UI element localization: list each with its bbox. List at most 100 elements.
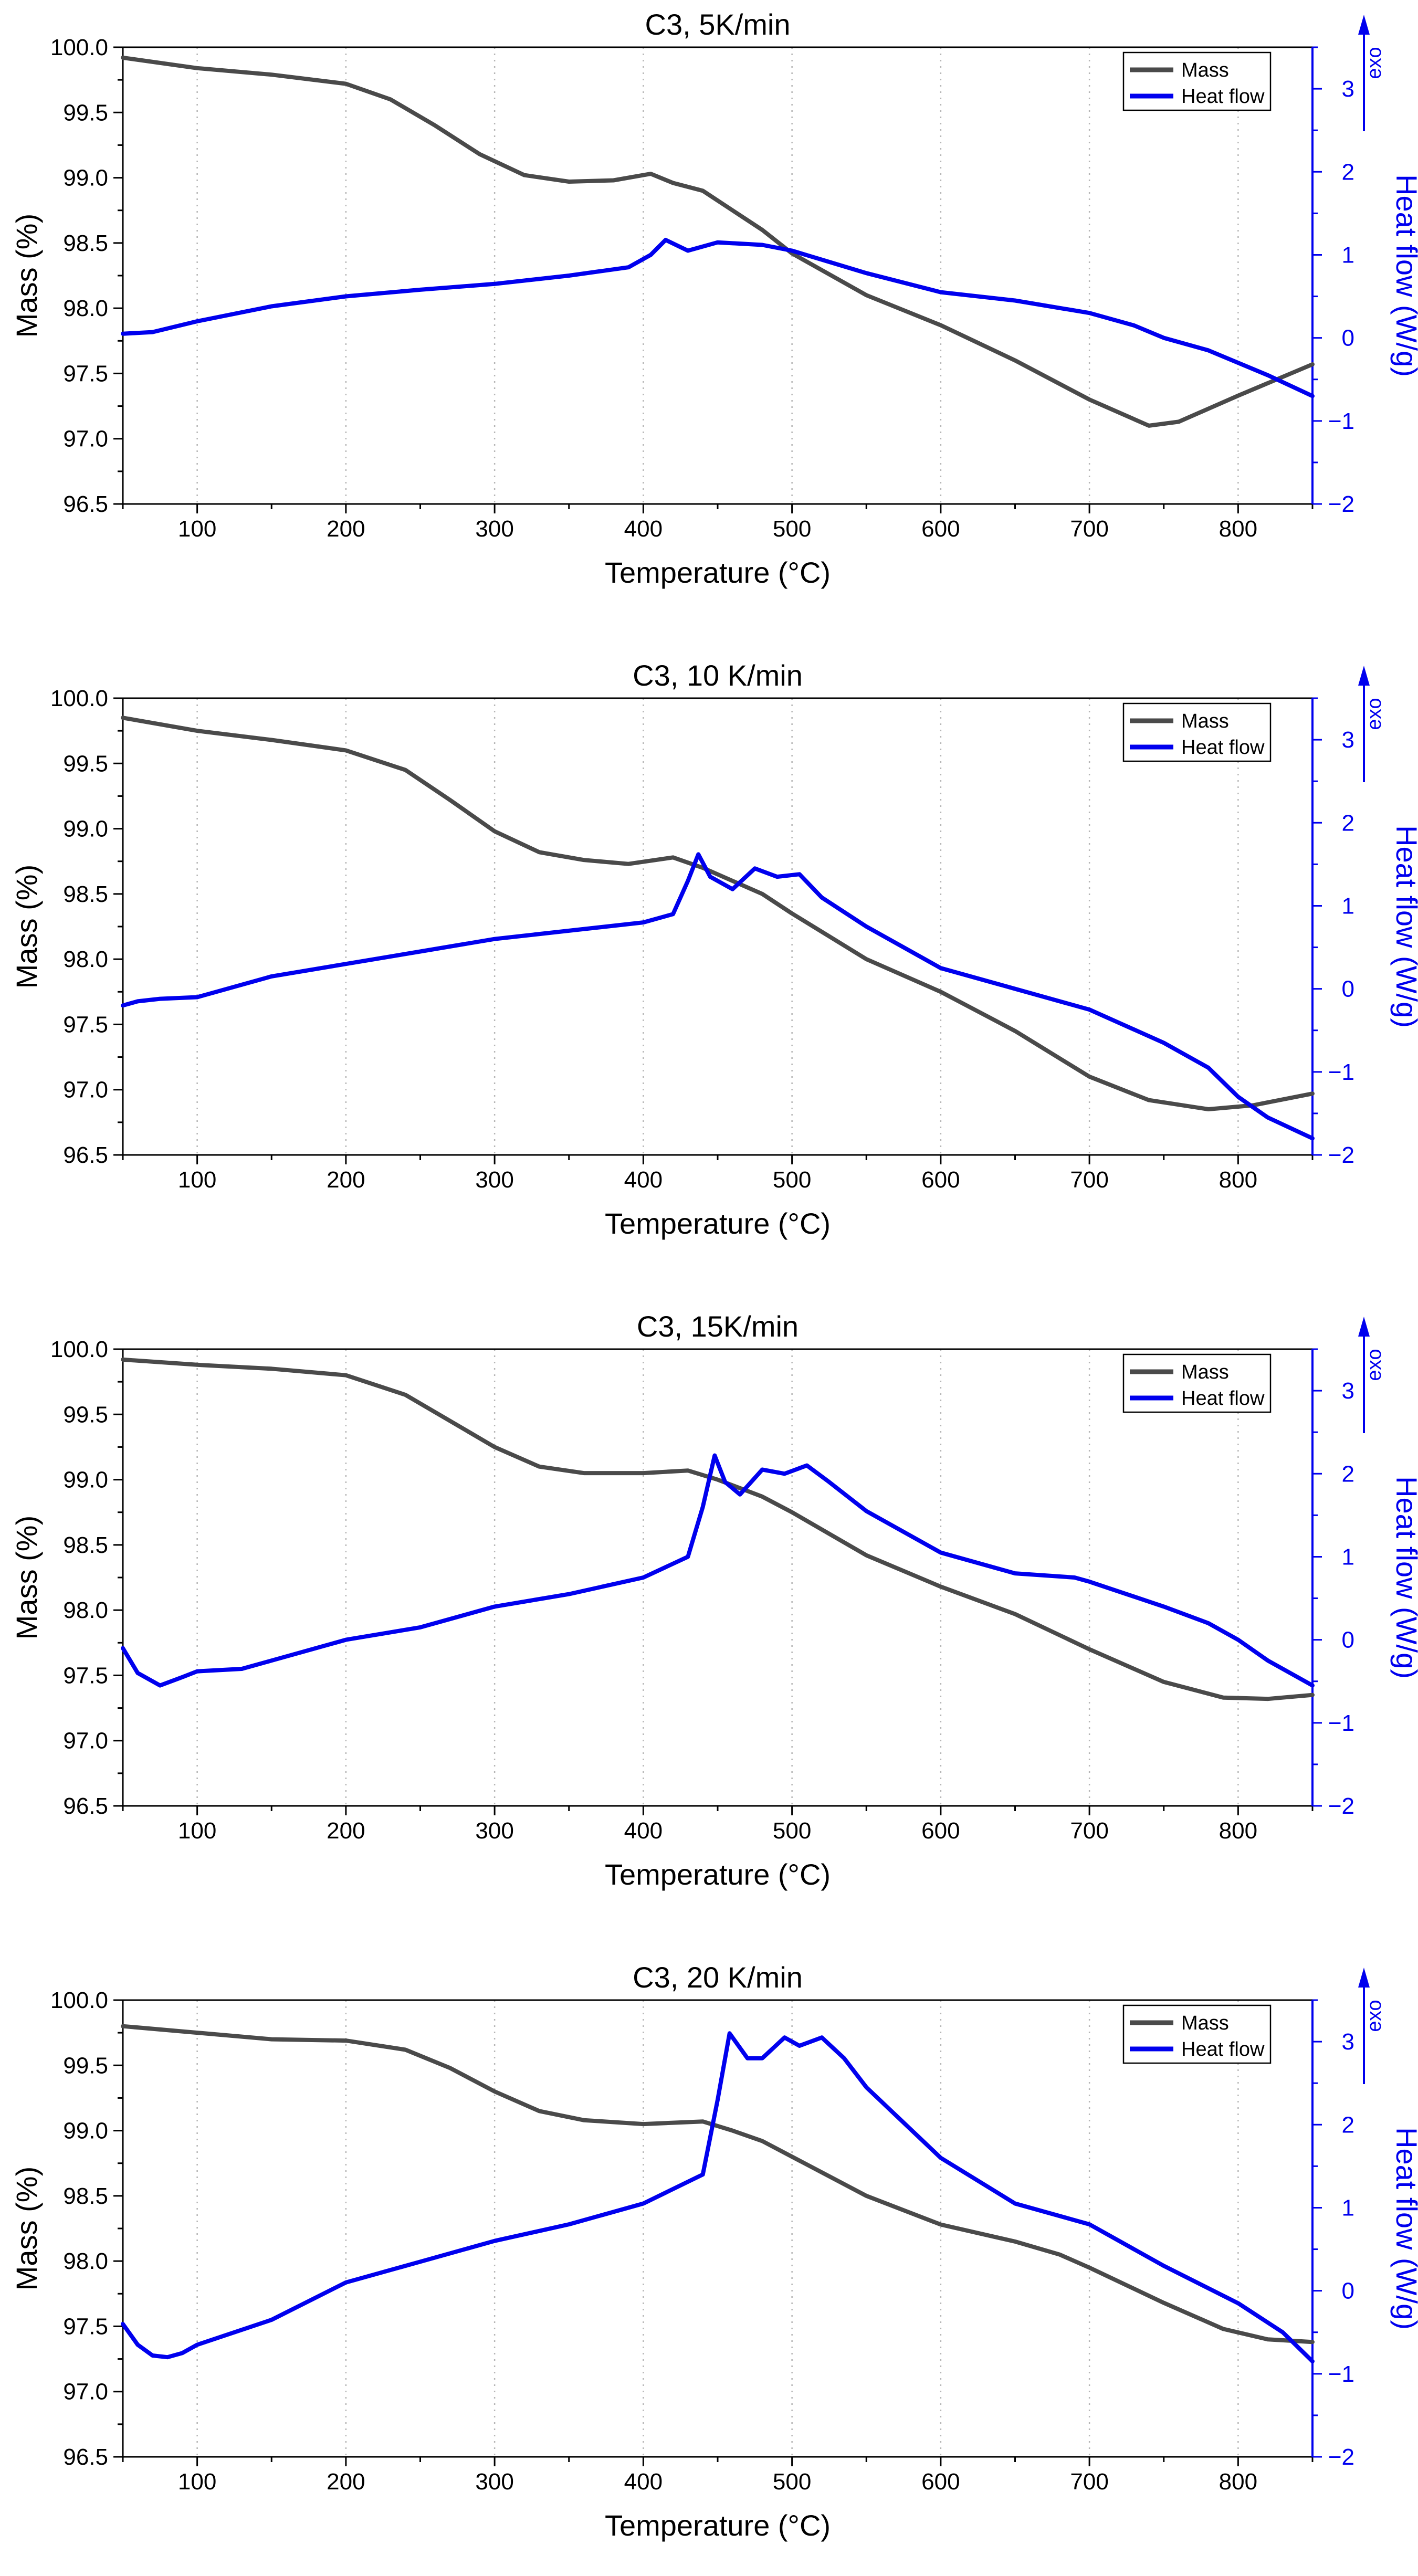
x-tick-label: 700 xyxy=(1070,2469,1108,2495)
chart-panel-3: 100 200 300 400 500 600 700 800 96.5 97.0 97.5 98.0… xyxy=(10,1310,1418,1891)
y2-tick-label: −2 xyxy=(1328,2444,1354,2470)
y2-tick-label: 1 xyxy=(1342,2195,1354,2221)
x-axis-label: Temperature (°C) xyxy=(605,1207,831,1240)
series-line-mass xyxy=(121,1357,1315,1701)
y-tick-label: 96.5 xyxy=(63,1142,108,1168)
exo-arrow-head xyxy=(1358,15,1370,35)
legend-label: Mass xyxy=(1181,2012,1229,2034)
y-tick-label: 99.0 xyxy=(63,165,108,191)
x-tick-label: 400 xyxy=(624,1818,663,1844)
legend-label: Mass xyxy=(1181,710,1229,732)
x-tick-label: 800 xyxy=(1219,1167,1257,1193)
exo-label: exo xyxy=(1363,1349,1385,1381)
y2-axis-label: Heat flow (W/g) xyxy=(1390,1476,1418,1679)
x-tick-label: 600 xyxy=(921,2469,960,2495)
y-tick-label: 97.5 xyxy=(63,2314,108,2339)
x-tick-label: 600 xyxy=(921,516,960,542)
y-tick-label: 98.0 xyxy=(63,947,108,972)
series-line-heat-flow xyxy=(121,1453,1315,1688)
y-tick-label: 98.5 xyxy=(63,230,108,256)
series-line-heat-flow xyxy=(121,852,1315,1141)
legend-label: Heat flow xyxy=(1181,737,1265,759)
series-line-mass xyxy=(121,55,1315,428)
y2-tick-label: 0 xyxy=(1342,2278,1354,2304)
y2-tick-label: 3 xyxy=(1342,76,1354,102)
x-axis-label: Temperature (°C) xyxy=(605,1858,831,1891)
legend-box xyxy=(1122,702,1272,762)
y-axis-label: Mass (%) xyxy=(10,214,43,338)
exo-label: exo xyxy=(1363,2000,1385,2032)
exo-arrow-head xyxy=(1358,666,1370,686)
y-tick-label: 97.0 xyxy=(63,1077,108,1103)
y2-tick-label: −1 xyxy=(1328,2361,1354,2387)
y-tick-label: 99.0 xyxy=(63,2118,108,2144)
y2-tick-label: 1 xyxy=(1342,1544,1354,1570)
y2-axis-label: Heat flow (W/g) xyxy=(1390,174,1418,377)
x-tick-label: 300 xyxy=(475,516,513,542)
x-tick-label: 200 xyxy=(327,516,365,542)
y2-tick-label: 3 xyxy=(1342,1378,1354,1404)
series-line-heat-flow xyxy=(121,238,1315,398)
x-tick-label: 600 xyxy=(921,1167,960,1193)
y-axis-label: Mass (%) xyxy=(10,865,43,989)
x-tick-label: 100 xyxy=(178,1167,216,1193)
chart-title: C3, 20 K/min xyxy=(633,1961,803,1994)
y-axis-label: Mass (%) xyxy=(10,2167,43,2290)
x-tick-label: 800 xyxy=(1219,516,1257,542)
y-tick-label: 96.5 xyxy=(63,1793,108,1819)
x-tick-label: 700 xyxy=(1070,1818,1108,1844)
x-tick-label: 100 xyxy=(178,1818,216,1844)
chart-title: C3, 5K/min xyxy=(645,8,791,41)
y-tick-label: 98.0 xyxy=(63,296,108,321)
legend-label: Heat flow xyxy=(1181,2038,1265,2060)
chart-panel-2: 100 200 300 400 500 600 700 800 96.5 97.0 97.5 98.0… xyxy=(10,659,1418,1240)
series-line-mass xyxy=(121,2024,1315,2344)
y2-tick-label: 3 xyxy=(1342,2029,1354,2055)
legend-box xyxy=(1122,1353,1272,1413)
y-tick-label: 98.5 xyxy=(63,881,108,907)
chart-panel-1: 100 200 300 400 500 600 700 800 96.5 97.0 97.5 98.0… xyxy=(10,8,1418,589)
y2-tick-label: 0 xyxy=(1342,325,1354,351)
legend-label: Heat flow xyxy=(1181,1387,1265,1410)
y-tick-label: 99.5 xyxy=(63,751,108,776)
x-tick-label: 500 xyxy=(773,1167,811,1193)
series-line-mass xyxy=(121,716,1315,1111)
y-tick-label: 100.0 xyxy=(50,686,108,711)
exo-label: exo xyxy=(1363,47,1385,79)
y2-tick-label: 2 xyxy=(1342,810,1354,836)
y-tick-label: 99.5 xyxy=(63,2053,108,2078)
x-tick-label: 100 xyxy=(178,516,216,542)
x-axis-label: Temperature (°C) xyxy=(605,2509,831,2542)
chart-title: C3, 10 K/min xyxy=(633,659,803,692)
x-tick-label: 300 xyxy=(475,1167,513,1193)
x-tick-label: 400 xyxy=(624,2469,663,2495)
y-tick-label: 97.5 xyxy=(63,361,108,386)
y-tick-label: 98.0 xyxy=(63,1597,108,1623)
y-tick-label: 96.5 xyxy=(63,491,108,517)
y-tick-label: 96.5 xyxy=(63,2444,108,2470)
x-tick-label: 300 xyxy=(475,1818,513,1844)
legend-label: Mass xyxy=(1181,59,1229,81)
x-tick-label: 400 xyxy=(624,1167,663,1193)
x-tick-label: 800 xyxy=(1219,1818,1257,1844)
y-axis-label: Mass (%) xyxy=(10,1516,43,1639)
y2-tick-label: −1 xyxy=(1328,408,1354,434)
x-tick-label: 200 xyxy=(327,2469,365,2495)
y-tick-label: 99.5 xyxy=(63,100,108,125)
y-tick-label: 100.0 xyxy=(50,1988,108,2013)
x-tick-label: 500 xyxy=(773,2469,811,2495)
y-tick-label: 97.5 xyxy=(63,1663,108,1688)
x-tick-label: 100 xyxy=(178,2469,216,2495)
chart-panel-4: 100 200 300 400 500 600 700 800 96.5 97.0 97.5 98.0… xyxy=(10,1961,1418,2542)
x-tick-label: 600 xyxy=(921,1818,960,1844)
y-tick-label: 97.0 xyxy=(63,2379,108,2405)
y2-tick-label: −2 xyxy=(1328,1142,1354,1168)
x-tick-label: 200 xyxy=(327,1818,365,1844)
y-tick-label: 98.0 xyxy=(63,2248,108,2274)
legend-label: Heat flow xyxy=(1181,86,1265,108)
y-tick-label: 99.5 xyxy=(63,1402,108,1427)
y-tick-label: 97.0 xyxy=(63,1728,108,1754)
y2-axis-label: Heat flow (W/g) xyxy=(1390,825,1418,1028)
x-tick-label: 700 xyxy=(1070,516,1108,542)
